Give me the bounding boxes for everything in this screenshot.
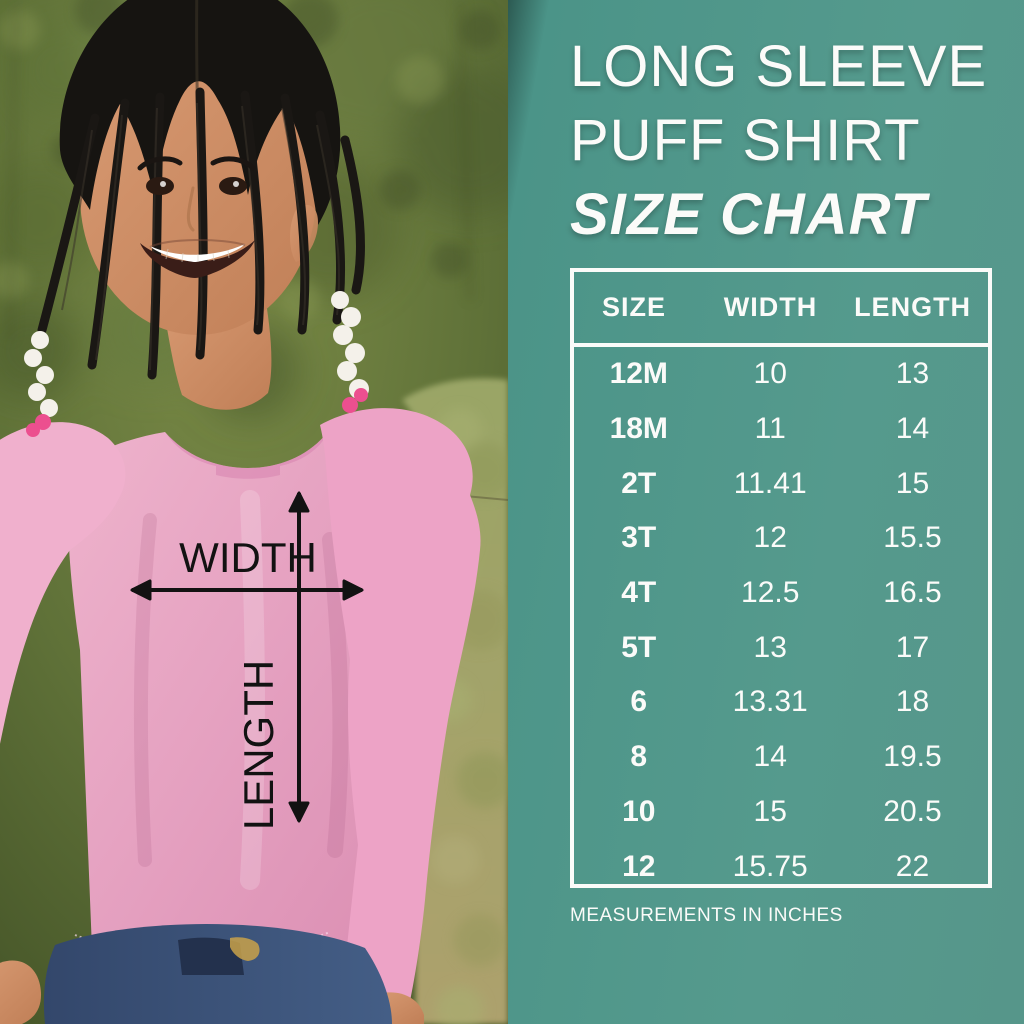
svg-text:WIDTH: WIDTH [179, 534, 317, 581]
svg-text:LENGTH: LENGTH [235, 660, 282, 830]
